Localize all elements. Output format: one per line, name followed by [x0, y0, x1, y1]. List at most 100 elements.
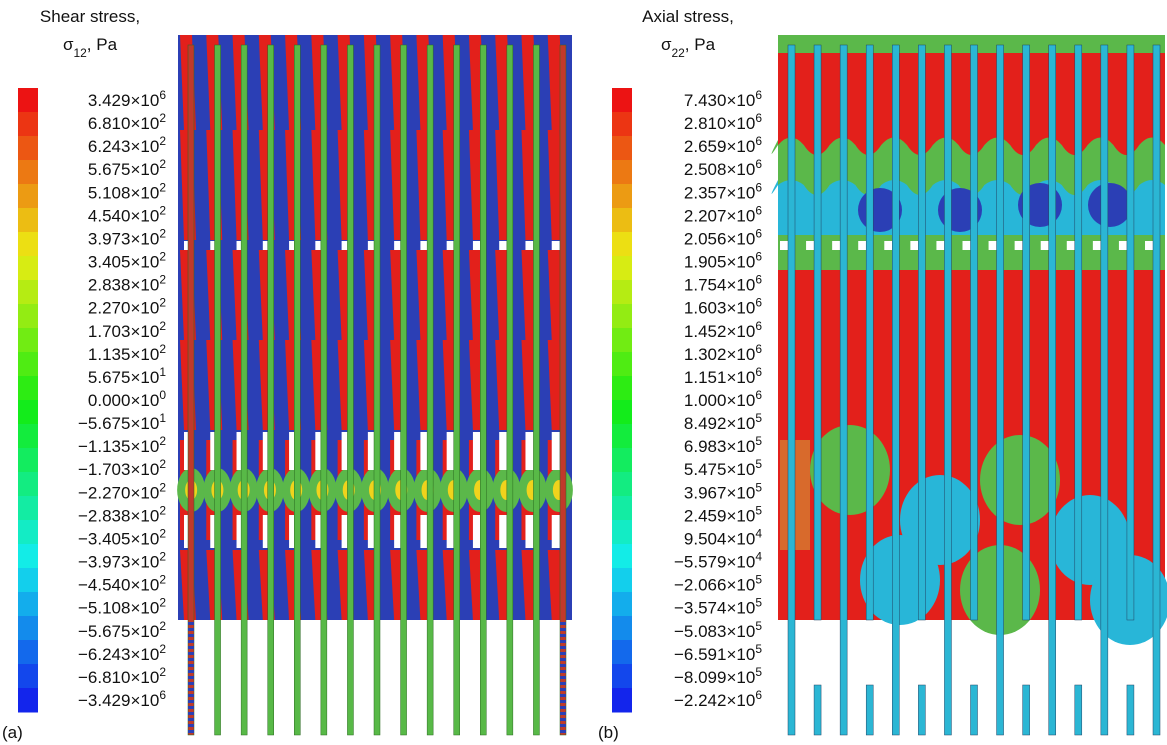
exponent: 6	[755, 134, 762, 148]
coefficient: −5.675×10	[78, 414, 159, 433]
coefficient: −2.270×10	[78, 483, 159, 502]
legend-swatch	[612, 664, 632, 689]
coefficient: 6.243×10	[88, 137, 159, 156]
legend-label: 3.973×102	[88, 226, 166, 248]
gap	[525, 241, 534, 250]
coefficient: −6.243×10	[78, 645, 159, 664]
exponent: 5	[755, 457, 762, 471]
legend-label: −6.243×102	[78, 642, 166, 664]
strut	[1022, 44, 1030, 621]
legend-swatch	[18, 664, 38, 689]
gap	[1118, 241, 1127, 250]
gap	[210, 241, 219, 250]
gap	[446, 241, 455, 250]
unit: , Pa	[87, 35, 118, 54]
legend-label: 1.302×106	[684, 342, 762, 364]
exponent: 2	[159, 319, 166, 333]
legend-label: 1.452×106	[684, 319, 762, 341]
coefficient: −3.405×10	[78, 529, 159, 548]
coefficient: 1.000×10	[684, 391, 755, 410]
gap	[551, 241, 560, 250]
gap	[962, 241, 971, 250]
gap	[315, 241, 324, 250]
gap	[394, 515, 403, 548]
gap	[910, 241, 919, 250]
legend-swatch	[18, 328, 38, 353]
legend-swatch	[18, 592, 38, 617]
exponent: 6	[755, 203, 762, 217]
legend-label: 2.207×106	[684, 203, 762, 225]
legend-label: −3.973×102	[78, 550, 166, 572]
legend-swatch	[612, 688, 632, 713]
coefficient: −5.083×10	[674, 622, 755, 641]
coefficient: 3.973×10	[88, 229, 159, 248]
exponent: 2	[159, 111, 166, 125]
legend-label: 2.056×106	[684, 226, 762, 248]
legend-label: −5.108×102	[78, 596, 166, 618]
strut	[918, 684, 926, 736]
legend-label: −4.540×102	[78, 573, 166, 595]
legend-label: 6.810×102	[88, 111, 166, 133]
legend-label: 3.967×105	[684, 480, 762, 502]
legend-swatch	[18, 352, 38, 377]
strut-stripe	[188, 670, 194, 673]
legend-swatch	[612, 160, 632, 185]
strut	[347, 44, 354, 736]
legend-label: 7.430×106	[684, 88, 762, 110]
legend-label: −6.591×105	[674, 642, 762, 664]
strut-stripe	[188, 676, 194, 679]
gap	[551, 432, 560, 470]
gap	[1014, 241, 1023, 250]
legend-label: 0.000×100	[88, 388, 166, 410]
strut	[533, 44, 540, 736]
legend-swatch	[612, 544, 632, 569]
legend-swatch	[18, 616, 38, 641]
legend-label: −6.810×102	[78, 665, 166, 687]
exponent: 2	[159, 180, 166, 194]
gap	[315, 432, 324, 470]
legend-label: 9.504×104	[684, 526, 762, 548]
exponent: 1	[159, 411, 166, 425]
strut-stripe	[188, 682, 194, 685]
gap	[884, 241, 893, 250]
legend-label: 6.983×105	[684, 434, 762, 456]
coefficient: 2.659×10	[684, 137, 755, 156]
gap	[210, 432, 219, 470]
legend-swatch	[612, 136, 632, 161]
strut	[996, 44, 1004, 736]
legend-swatch	[612, 328, 632, 353]
strut-stripe	[560, 718, 566, 721]
coefficient: 2.508×10	[684, 160, 755, 179]
strut	[559, 44, 567, 736]
legend-swatch	[612, 400, 632, 425]
gap	[394, 432, 403, 470]
legend-label: 2.508×106	[684, 157, 762, 179]
legend-swatch	[18, 112, 38, 137]
exponent: 5	[755, 434, 762, 448]
stress-zone	[1088, 183, 1132, 227]
legend-label: 5.108×102	[88, 180, 166, 202]
legend-swatch	[612, 352, 632, 377]
exponent: 0	[159, 388, 166, 402]
coefficient: 2.459×10	[684, 506, 755, 525]
gap	[289, 515, 298, 548]
gap	[446, 515, 455, 548]
exponent: 2	[159, 342, 166, 356]
strut	[865, 44, 874, 621]
gap	[551, 515, 560, 548]
gap	[858, 241, 867, 250]
gap	[525, 515, 534, 548]
legend-swatch	[612, 184, 632, 209]
coefficient: 6.983×10	[684, 437, 755, 456]
strut-stripe	[560, 640, 566, 643]
coefficient: 1.302×10	[684, 345, 755, 364]
strut	[1022, 684, 1030, 736]
strut	[918, 44, 926, 621]
legend-swatch	[612, 208, 632, 233]
strut-stripe	[560, 628, 566, 631]
gap	[499, 432, 508, 470]
exponent: 6	[755, 365, 762, 379]
coefficient: −5.675×10	[78, 622, 159, 641]
strut	[1074, 44, 1083, 621]
